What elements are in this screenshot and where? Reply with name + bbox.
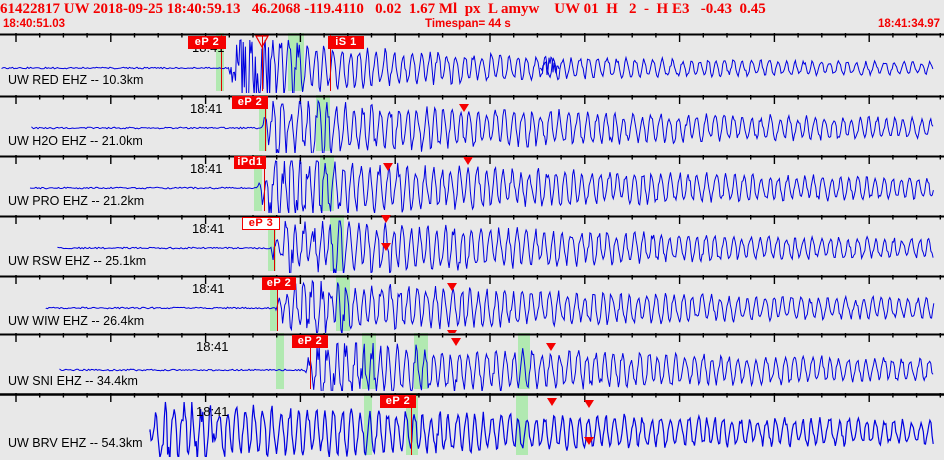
trace-row[interactable]: 18:41 eP 2 UW BRV EHZ -- 54.3km xyxy=(0,393,944,457)
pick-label[interactable]: eP 2 xyxy=(262,277,296,290)
trace-row[interactable]: 18:41 eP 2 UW H2O EHZ -- 21.0km xyxy=(0,95,944,153)
trace-row[interactable]: 18:41 eP 2 UW WIW EHZ -- 26.4km xyxy=(0,275,944,333)
time-axis-label: 18:41 xyxy=(196,339,229,354)
pick-line[interactable] xyxy=(264,157,265,211)
pick-highlight-band xyxy=(270,275,278,331)
pick-line[interactable] xyxy=(221,35,222,91)
trace-row[interactable]: 18:41 iPd1 UW PRO EHZ -- 21.2km xyxy=(0,155,944,213)
pick-label[interactable]: iS 1 xyxy=(328,36,364,49)
station-label: UW BRV EHZ -- 54.3km xyxy=(8,436,143,450)
station-label: UW WIW EHZ -- 26.4km xyxy=(8,314,145,328)
waveform-plot xyxy=(0,333,944,391)
pick-highlight-band xyxy=(330,215,344,271)
time-axis-label: 18:41 xyxy=(196,404,229,419)
pick-line[interactable] xyxy=(310,335,311,389)
waveform-plot xyxy=(0,275,944,333)
station-label: UW PRO EHZ -- 21.2km xyxy=(8,194,145,208)
trace-row[interactable]: 18:41 eP 2 UW SNI EHZ -- 34.4km xyxy=(0,333,944,391)
station-label: UW H2O EHZ -- 21.0km xyxy=(8,134,143,148)
pick-label[interactable]: iPd1 xyxy=(234,156,266,169)
amplitude-marker xyxy=(584,437,594,445)
amplitude-marker xyxy=(381,215,391,223)
pick-label[interactable]: eP 2 xyxy=(380,395,416,408)
trace-row[interactable]: 18:41 eP 3 UW RSW EHZ -- 25.1km xyxy=(0,215,944,273)
pick-line[interactable] xyxy=(277,277,278,331)
pick-highlight-band xyxy=(414,333,428,389)
amplitude-marker xyxy=(383,163,393,171)
station-label: UW RSW EHZ -- 25.1km xyxy=(8,254,147,268)
amplitude-marker xyxy=(546,343,556,351)
pick-highlight-band xyxy=(216,33,224,91)
event-header-line: 61422817 UW 2018-09-25 18:40:59.13 46.20… xyxy=(0,0,944,18)
waveform-plot xyxy=(0,95,944,153)
amplitude-marker xyxy=(381,243,391,251)
pick-line[interactable] xyxy=(274,217,275,271)
time-axis-label: 18:41 xyxy=(190,161,223,176)
pick-label[interactable]: eP 2 xyxy=(292,335,328,348)
event-header-text: 61422817 UW 2018-09-25 18:40:59.13 46.20… xyxy=(0,0,766,17)
pick-highlight-band xyxy=(336,275,350,331)
waveform-plot xyxy=(0,393,944,457)
pick-highlight-band xyxy=(268,215,276,271)
timespan-label: Timespan= 44 s xyxy=(425,18,511,30)
amplitude-marker xyxy=(447,330,457,333)
station-label: UW SNI EHZ -- 34.4km xyxy=(8,374,138,388)
waveform-plot xyxy=(0,155,944,213)
waveform-plot xyxy=(0,215,944,273)
pick-line[interactable] xyxy=(265,97,266,151)
amplitude-marker xyxy=(459,104,469,112)
pick-highlight-band xyxy=(320,155,334,211)
start-time-label: 18:40:51.03 xyxy=(3,18,66,30)
pick-line[interactable] xyxy=(262,35,263,91)
amplitude-marker xyxy=(463,157,473,165)
pick-line[interactable] xyxy=(330,35,331,91)
pick-label[interactable]: eP 3 xyxy=(242,217,280,230)
time-axis-label: 18:41 xyxy=(190,101,223,116)
pick-highlight-band xyxy=(254,155,262,211)
pick-highlight-band xyxy=(516,393,528,455)
time-header-line: 18:40:51.03 Timespan= 44 s 18:41:34.97 xyxy=(0,18,944,32)
station-label: UW RED EHZ -- 10.3km xyxy=(8,73,144,87)
amplitude-marker xyxy=(584,400,594,408)
amplitude-marker xyxy=(447,283,457,291)
pick-label[interactable]: eP 2 xyxy=(188,36,226,49)
pick-label[interactable]: eP 2 xyxy=(232,96,268,109)
time-axis-label: 18:41 xyxy=(192,281,225,296)
end-time-label: 18:41:34.97 xyxy=(877,18,940,30)
pick-line[interactable] xyxy=(411,395,412,455)
time-axis-label: 18:41 xyxy=(192,221,225,236)
amplitude-marker xyxy=(547,398,557,406)
amplitude-marker xyxy=(451,338,461,346)
pick-highlight-band xyxy=(276,333,284,389)
waveform-plot xyxy=(0,33,944,93)
